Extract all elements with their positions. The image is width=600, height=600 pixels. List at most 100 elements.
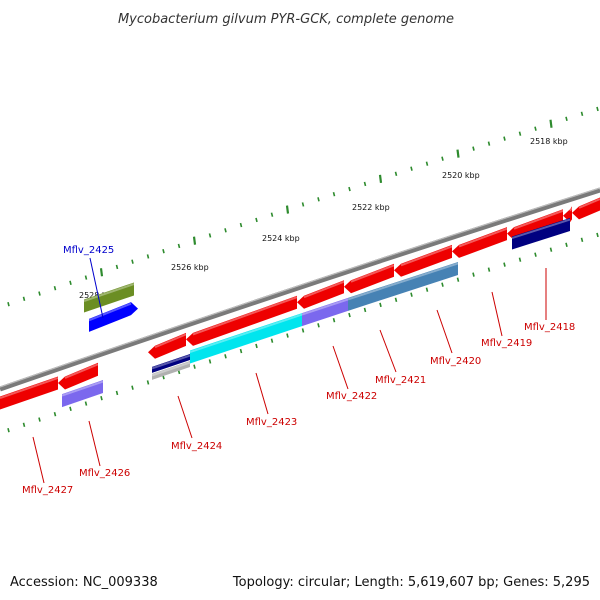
scale-tick [131, 385, 134, 390]
scale-tick [394, 297, 398, 302]
leader-line [177, 395, 193, 439]
cds-arrow-mflv-2425-highlight [88, 302, 132, 322]
domain-mflv-2422-highlight [301, 298, 349, 316]
scale-tick [565, 242, 568, 247]
gene-label-mflv-2423[interactable]: Mflv_2423 [246, 417, 297, 428]
cds-arrow-mflv-2424[interactable] [148, 332, 186, 359]
cds-arrow-mflv-2420[interactable] [394, 244, 452, 277]
map-title: Mycobacterium gilvum PYR-GCK, complete g… [118, 12, 454, 27]
scale-tick [69, 406, 72, 412]
domain-mflv-2422[interactable] [302, 297, 348, 327]
scale-tick [131, 259, 134, 264]
scale-tick [255, 217, 258, 223]
cds-arrow-mflv-2419[interactable] [452, 227, 507, 258]
leader-line [491, 291, 503, 337]
domain-mflv-2423[interactable] [190, 313, 302, 364]
scale-tick [301, 328, 305, 333]
scale-tick [115, 264, 119, 270]
leader-line [436, 309, 453, 354]
scale-tick [285, 205, 290, 214]
cds-arrow-mflv-2425-olive-highlight [83, 283, 135, 303]
cds-arrow-mflv-2427-highlight [0, 377, 59, 399]
scale-tick [580, 237, 584, 243]
domain-mflv-2421[interactable] [348, 261, 458, 311]
scale-tick [456, 149, 460, 158]
gene-label-mflv-2420[interactable]: Mflv_2420 [430, 356, 481, 367]
scale-tick [7, 428, 10, 433]
scale-tick [84, 401, 88, 406]
topology-text: Topology: circular; Length: 5,619,607 bp… [232, 575, 590, 590]
gene-label-mflv-2426[interactable]: Mflv_2426 [79, 468, 130, 479]
domain-mflv-2424-navy[interactable] [152, 354, 190, 373]
scale-tick [53, 285, 57, 291]
domain-mflv-2418[interactable] [512, 218, 570, 250]
leader-line [255, 372, 269, 415]
scale-ticks-inner [7, 232, 599, 433]
cds-arrow-edge[interactable] [572, 197, 600, 220]
gene-label-mflv-2427[interactable]: Mflv_2427 [22, 485, 73, 496]
cds-arrow-mflv-2421-highlight [350, 264, 395, 283]
scale-tick [38, 417, 41, 422]
domain-mflv-2423-highlight [189, 313, 303, 353]
scale-tick [441, 282, 444, 287]
cds-arrow-mflv-2422-highlight [303, 280, 345, 299]
scale-tick [378, 174, 383, 184]
scale-tick [518, 131, 522, 136]
genome-backbone [0, 187, 600, 392]
cds-arrow-mflv-2427[interactable] [0, 376, 58, 410]
scale-tick [270, 212, 274, 217]
scale-label-2524: 2524 kbp [262, 234, 300, 243]
scale-ticks-outer [7, 106, 599, 307]
scale-tick [301, 202, 305, 207]
scale-tick [38, 291, 41, 296]
scale-tick [472, 146, 475, 151]
cds-arrow-mflv-2422[interactable] [297, 280, 344, 309]
scale-label-2526: 2526 kbp [171, 263, 209, 272]
scale-tick [239, 348, 243, 354]
scale-tick [441, 156, 444, 161]
domain-mflv-2424-grey[interactable] [152, 361, 190, 380]
gene-labels: Mflv_2418 Mflv_2419 Mflv_2420 Mflv_2421 … [22, 245, 575, 496]
cds-arrow-mflv-2421[interactable] [344, 263, 394, 294]
domain-mflv-2426-highlight [61, 380, 104, 397]
scale-tick [317, 323, 320, 328]
scale-tick [177, 243, 181, 249]
gene-label-mflv-2424[interactable]: Mflv_2424 [171, 441, 222, 452]
scale-tick [394, 171, 398, 176]
leader-line [32, 436, 45, 484]
cds-arrow-mflv-2426[interactable] [58, 362, 98, 390]
gene-label-mflv-2425[interactable]: Mflv_2425 [63, 245, 114, 256]
scale-tick [425, 161, 429, 166]
cds-arrow-mflv-2418[interactable] [507, 209, 563, 241]
scale-tick [503, 136, 506, 141]
cds-arrow-mflv-2425-olive[interactable] [84, 282, 134, 313]
gene-label-mflv-2418[interactable]: Mflv_2418 [524, 322, 575, 333]
leader-line [88, 420, 101, 467]
gene-label-mflv-2422[interactable]: Mflv_2422 [326, 391, 377, 402]
cds-arrow-mflv-2425[interactable] [89, 302, 138, 332]
scale-tick [270, 338, 274, 343]
scale-tick [224, 354, 227, 359]
scale-tick [99, 268, 104, 277]
domain-mflv-2426[interactable] [62, 380, 103, 408]
scale-tick [22, 296, 26, 302]
scale-tick [456, 277, 460, 282]
scale-tick [410, 166, 413, 171]
gene-label-mflv-2419[interactable]: Mflv_2419 [481, 338, 532, 349]
scale-tick [503, 262, 506, 267]
scale-tick [162, 248, 165, 254]
scale-tick [317, 197, 320, 202]
cds-arrow-mflv-2424-highlight [154, 333, 187, 349]
scale-tick [348, 186, 351, 192]
cds-arrow-mflv-2418-highlight [513, 209, 564, 230]
label-leader-lines [32, 257, 547, 484]
scale-tick [146, 380, 150, 385]
scale-tick [286, 333, 289, 338]
cds-arrow-edge-highlight [578, 198, 600, 209]
cds-arrow-mflv-2423[interactable] [186, 295, 297, 346]
scale-tick [84, 275, 88, 280]
leader-line [332, 345, 349, 390]
gene-label-mflv-2421[interactable]: Mflv_2421 [375, 375, 426, 386]
scale-label-2522: 2522 kbp [352, 203, 390, 212]
scale-tick [565, 116, 568, 121]
